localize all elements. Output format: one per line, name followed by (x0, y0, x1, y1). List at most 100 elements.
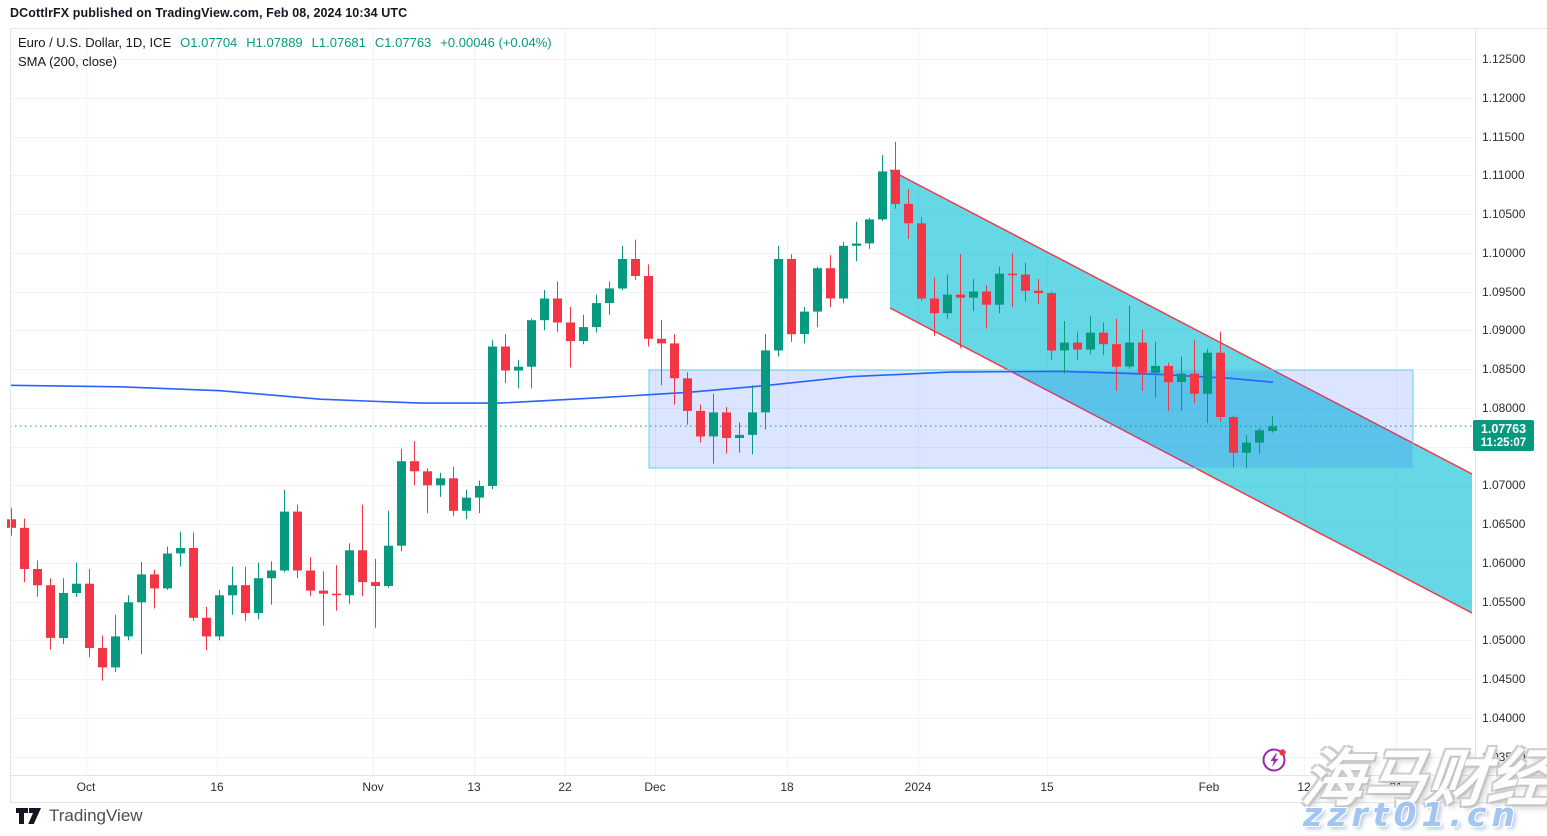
candle-down (1138, 329, 1147, 391)
channel-upper-border (889, 169, 1473, 475)
candle-up (527, 318, 536, 389)
channel-lower-border (889, 307, 1473, 614)
candle-down (722, 407, 731, 454)
candle-up (865, 217, 874, 249)
candle-down (657, 320, 666, 386)
candle-down (1164, 362, 1173, 411)
candle-up (72, 562, 81, 597)
price-axis-label: 1.05500 (1482, 594, 1526, 609)
candle-up (124, 595, 133, 641)
candle-down (787, 254, 796, 342)
price-axis-label: 1.10500 (1482, 207, 1526, 221)
countdown-timer: 11:25:07 (1480, 437, 1527, 449)
indicator-label: SMA (200, close) (18, 54, 117, 69)
candle-up (267, 561, 276, 605)
candle-up (384, 510, 393, 588)
time-axis-label: 12 (1297, 780, 1311, 794)
candle-down (46, 578, 55, 650)
candle-down (930, 277, 939, 336)
candle-down (150, 569, 159, 609)
price-axis-label: 1.07000 (1482, 478, 1526, 493)
candle-down (956, 254, 965, 349)
candle-up (709, 393, 718, 464)
candle-up (1203, 348, 1212, 424)
candle-up (475, 480, 484, 514)
open-value: O1.07704 (180, 35, 238, 50)
price-axis-label: 1.09000 (1482, 323, 1526, 338)
footer: TradingView (16, 806, 143, 826)
candle-up (1060, 321, 1069, 374)
candle-down (85, 569, 94, 658)
candle-down (189, 532, 198, 621)
price-axis-label: 1.12500 (1482, 52, 1526, 66)
lightning-button[interactable] (1261, 746, 1289, 774)
candle-up (1125, 305, 1134, 369)
price-axis-label: 1.06500 (1482, 517, 1526, 531)
price-axis-label: 1.08000 (1482, 400, 1526, 415)
candle-down (202, 606, 211, 651)
attribution: DCottlrFX published on TradingView.com, … (10, 6, 408, 20)
candle-up (813, 266, 822, 328)
price-axis-label: 1.08500 (1482, 362, 1526, 376)
candle-up (397, 448, 406, 552)
price-axis-label: 1.04500 (1482, 672, 1526, 686)
candle-up (137, 562, 146, 655)
candle-up (800, 307, 809, 344)
candle-up (852, 221, 861, 262)
time-axis-label: 22 (558, 780, 572, 794)
candle-down (1190, 340, 1199, 404)
candle-down (553, 281, 562, 332)
low-value: L1.07681 (311, 35, 366, 50)
price-axis-label: 1.06000 (1482, 555, 1526, 570)
candle-up (462, 489, 471, 520)
candle-up (1151, 341, 1160, 398)
candle-down (1008, 253, 1017, 307)
change-value: +0.00046 (+0.04%) (440, 35, 552, 50)
time-axis-label: Dec (644, 780, 666, 794)
candle-up (1255, 427, 1264, 454)
candle-down (423, 468, 432, 514)
candle-up (436, 472, 445, 497)
candle-down (241, 566, 250, 621)
candle-down (644, 264, 653, 347)
candle-up (618, 245, 627, 290)
price-axis-label: 1.03500 (1482, 749, 1526, 764)
time-axis-label: Feb (1198, 780, 1220, 794)
candle-down (332, 565, 341, 611)
candle-up (774, 245, 783, 357)
price-axis-label: 1.11500 (1482, 129, 1525, 144)
close-value: C1.07763 (374, 35, 432, 50)
candle-up (748, 385, 757, 455)
time-axis-label: 2024 (904, 780, 932, 794)
candle-down (1021, 262, 1030, 302)
candle-down (1112, 318, 1121, 391)
candle-down (319, 571, 328, 626)
time-axis-label: 13 (467, 780, 481, 794)
candle-up (969, 279, 978, 311)
current-price-label: 1.07763 11:25:07 (1473, 420, 1534, 451)
candle-up (280, 489, 289, 573)
time-axis-label: Nov (362, 780, 384, 794)
candle-down (1047, 291, 1056, 360)
chart-legend: Euro / U.S. Dollar, 1D, ICE O1.07704 H1.07… (18, 33, 561, 71)
price-axis-label: 1.09500 (1482, 284, 1526, 299)
candle-down (20, 518, 29, 583)
candle-down (670, 334, 679, 405)
candle-up (540, 290, 549, 331)
candle-up (163, 546, 172, 590)
tradingview-logo-text: TradingView (49, 806, 143, 825)
lightning-icon (1262, 748, 1286, 772)
candle-up (254, 562, 263, 620)
candle-down (566, 307, 575, 368)
time-axis[interactable]: Oct 16 Nov 13 22 Dec 18 2024 15 Feb 12 21 (0, 775, 1547, 802)
price-axis-label: 1.04000 (1482, 710, 1526, 725)
candle-up (1268, 416, 1277, 433)
candle-up (995, 266, 1004, 314)
candle-down (306, 557, 315, 597)
time-axis-label: 18 (780, 780, 794, 794)
tradingview-logo[interactable]: TradingView (16, 806, 143, 826)
candle-up (228, 566, 237, 615)
price-axis[interactable]: 1.12500 1.12000 1.11500 1.11000 1.10500 1.100… (1476, 28, 1547, 775)
